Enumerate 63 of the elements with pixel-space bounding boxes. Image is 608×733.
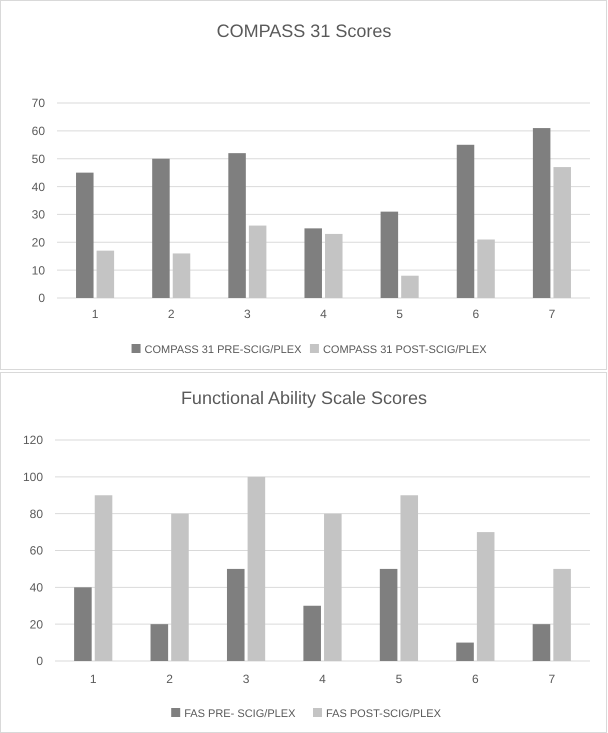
legend-label: COMPASS 31 PRE-SCIG/PLEX bbox=[144, 344, 302, 356]
bar bbox=[325, 234, 343, 298]
y-tick-label: 100 bbox=[22, 470, 44, 484]
bar bbox=[553, 167, 571, 298]
legend-label: FAS PRE- SCIG/PLEX bbox=[184, 708, 296, 720]
bar bbox=[532, 624, 550, 661]
x-tick-label: 1 bbox=[90, 672, 97, 686]
bar bbox=[456, 642, 474, 661]
bar bbox=[150, 624, 168, 661]
bar bbox=[456, 144, 474, 298]
x-tick-label: 6 bbox=[472, 307, 480, 321]
y-tick-label: 40 bbox=[32, 180, 46, 194]
bar bbox=[152, 158, 170, 298]
x-tick-label: 1 bbox=[92, 307, 99, 321]
bar bbox=[401, 276, 419, 298]
bar bbox=[476, 532, 494, 661]
bar bbox=[94, 495, 112, 661]
bar bbox=[380, 568, 398, 661]
x-tick-label: 2 bbox=[166, 672, 174, 686]
bar bbox=[553, 568, 571, 661]
legend-label: FAS POST-SCIG/PLEX bbox=[326, 708, 442, 720]
y-tick-label: 20 bbox=[32, 235, 46, 250]
bar bbox=[96, 250, 114, 298]
x-tick-label: 3 bbox=[242, 672, 250, 686]
bar bbox=[380, 212, 398, 298]
y-tick-label: 60 bbox=[32, 124, 46, 138]
bar bbox=[304, 228, 322, 298]
bar bbox=[477, 240, 495, 298]
chart-title: Functional Ability Scale Scores bbox=[180, 388, 428, 408]
y-tick-label: 10 bbox=[32, 263, 46, 278]
x-tick-label: 7 bbox=[548, 307, 556, 321]
bar bbox=[248, 226, 266, 298]
y-tick-label: 20 bbox=[30, 617, 44, 632]
y-tick-label: 70 bbox=[32, 96, 46, 110]
bar bbox=[248, 476, 266, 661]
y-tick-label: 50 bbox=[32, 152, 46, 166]
y-tick-label: 0 bbox=[38, 291, 46, 306]
x-tick-label: 5 bbox=[396, 307, 404, 321]
x-tick-label: 4 bbox=[319, 672, 326, 686]
bar bbox=[532, 128, 550, 298]
chart-title: COMPASS 31 Scores bbox=[216, 21, 392, 41]
x-tick-label: 5 bbox=[396, 672, 403, 686]
x-tick-label: 6 bbox=[472, 672, 480, 686]
bar bbox=[303, 606, 321, 661]
x-tick-label: 4 bbox=[320, 307, 328, 321]
bar bbox=[228, 153, 246, 298]
y-tick-label: 80 bbox=[30, 506, 44, 521]
bar bbox=[400, 495, 418, 661]
y-tick-label: 30 bbox=[32, 208, 46, 222]
bar bbox=[74, 587, 92, 661]
bar bbox=[172, 253, 190, 298]
bar bbox=[324, 514, 342, 661]
y-tick-label: 0 bbox=[36, 654, 44, 668]
y-tick-label: 40 bbox=[30, 580, 44, 595]
legend-label: COMPASS 31 POST-SCIG/PLEX bbox=[322, 344, 488, 356]
bar bbox=[226, 568, 245, 661]
y-tick-label: 120 bbox=[22, 433, 44, 448]
bar bbox=[171, 514, 189, 661]
x-tick-label: 2 bbox=[168, 307, 175, 321]
y-tick-label: 60 bbox=[30, 544, 44, 558]
x-tick-label: 3 bbox=[244, 307, 252, 321]
bar bbox=[76, 172, 94, 298]
x-tick-label: 7 bbox=[548, 672, 556, 686]
